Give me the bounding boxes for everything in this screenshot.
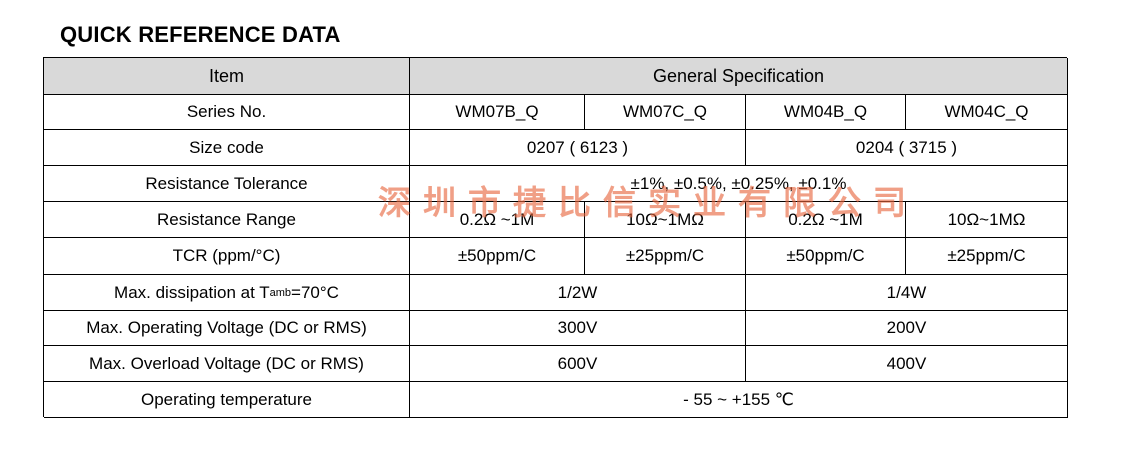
series-value: WM04B_Q bbox=[746, 95, 906, 130]
tcr-label: TCR (ppm/°C) bbox=[44, 238, 410, 275]
overload-voltage-label: Max. Overload Voltage (DC or RMS) bbox=[44, 346, 410, 382]
tolerance-label: Resistance Tolerance bbox=[44, 166, 410, 202]
size-code-value: 0207 ( 6123 ) bbox=[410, 130, 746, 166]
operating-temperature-label: Operating temperature bbox=[44, 382, 410, 418]
operating-voltage-label: Max. Operating Voltage (DC or RMS) bbox=[44, 311, 410, 346]
tcr-value: ±25ppm/C bbox=[906, 238, 1068, 275]
overload-voltage-value: 400V bbox=[746, 346, 1068, 382]
range-value: 10Ω~1MΩ bbox=[906, 202, 1068, 238]
series-value: WM07C_Q bbox=[585, 95, 746, 130]
operating-voltage-value: 300V bbox=[410, 311, 746, 346]
header-item: Item bbox=[44, 58, 410, 95]
size-code-value: 0204 ( 3715 ) bbox=[746, 130, 1068, 166]
series-value: WM04C_Q bbox=[906, 95, 1068, 130]
quick-reference-table: Item General Specification Series No. WM… bbox=[43, 57, 1068, 418]
range-value: 10Ω~1MΩ bbox=[585, 202, 746, 238]
range-label: Resistance Range bbox=[44, 202, 410, 238]
tcr-value: ±50ppm/C bbox=[746, 238, 906, 275]
page-title: QUICK REFERENCE DATA bbox=[60, 22, 341, 47]
dissipation-label-text: Max. dissipation at T bbox=[114, 282, 270, 302]
series-label: Series No. bbox=[44, 95, 410, 130]
range-value: 0.2Ω ~1M bbox=[746, 202, 906, 238]
dissipation-label-suffix: =70°C bbox=[291, 282, 339, 302]
range-value: 0.2Ω ~1M bbox=[410, 202, 585, 238]
tolerance-value: ±1%, ±0.5%, ±0.25%, ±0.1% bbox=[410, 166, 1068, 202]
operating-voltage-value: 200V bbox=[746, 311, 1068, 346]
operating-temperature-value: - 55 ~ +155 ℃ bbox=[410, 382, 1068, 418]
dissipation-value: 1/2W bbox=[410, 275, 746, 311]
overload-voltage-value: 600V bbox=[410, 346, 746, 382]
tcr-value: ±50ppm/C bbox=[410, 238, 585, 275]
series-value: WM07B_Q bbox=[410, 95, 585, 130]
dissipation-value: 1/4W bbox=[746, 275, 1068, 311]
dissipation-label-subscript: amb bbox=[269, 286, 292, 299]
header-general-specification: General Specification bbox=[410, 58, 1068, 95]
tcr-value: ±25ppm/C bbox=[585, 238, 746, 275]
size-code-label: Size code bbox=[44, 130, 410, 166]
